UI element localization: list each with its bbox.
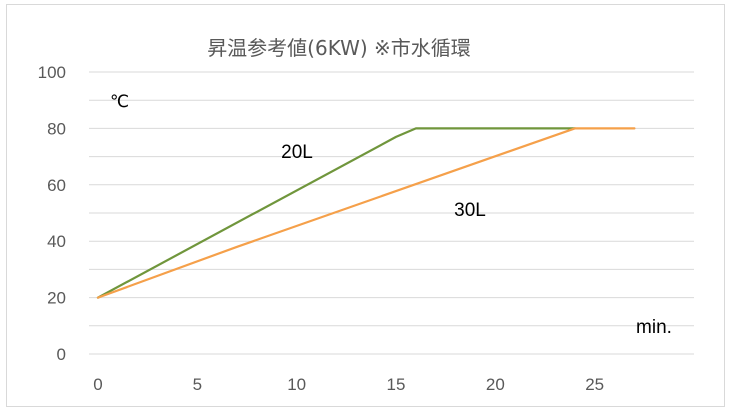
- y-axis-unit: ℃: [110, 92, 129, 112]
- y-tick-label: 80: [47, 119, 66, 138]
- x-tick-label: 25: [585, 375, 604, 394]
- chart-frame: [6, 4, 725, 407]
- y-tick-label: 0: [57, 345, 66, 364]
- x-tick-label: 0: [93, 375, 102, 394]
- x-axis-unit: min.: [636, 317, 672, 338]
- series-line-30L: [96, 127, 636, 299]
- y-tick-label: 20: [47, 289, 66, 308]
- series-line-20L: [96, 127, 576, 299]
- y-tick-label: 100: [38, 63, 66, 82]
- x-tick-label: 20: [486, 375, 505, 394]
- y-tick-label: 60: [47, 176, 66, 195]
- chart-title: 昇温参考値(6KW) ※市水循環: [207, 36, 471, 60]
- y-tick-label: 40: [47, 232, 66, 251]
- x-tick-label: 5: [193, 375, 202, 394]
- x-tick-labels: 0 5 10 15 20 25: [93, 375, 604, 394]
- x-tick-label: 10: [287, 375, 306, 394]
- series-label-30L: 30L: [454, 200, 486, 221]
- y-tick-labels: 0 20 40 60 80 100: [38, 63, 66, 364]
- series-lines: [96, 127, 636, 299]
- x-tick-label: 15: [387, 375, 406, 394]
- gridlines: [89, 71, 694, 355]
- series-label-20L: 20L: [281, 142, 313, 163]
